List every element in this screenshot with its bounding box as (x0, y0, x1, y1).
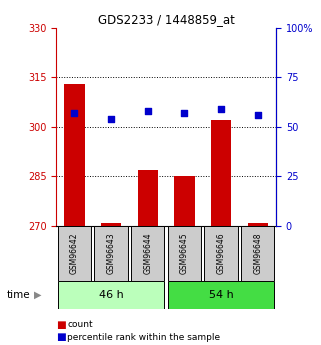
Point (182, 110, 187, 116)
Text: percentile rank within the sample: percentile rank within the sample (67, 333, 221, 342)
Bar (211, 120, 231, 226)
Bar (131, 226, 164, 281)
Text: GSM96648: GSM96648 (253, 233, 262, 274)
Point (72, 110, 77, 116)
Text: GSM96644: GSM96644 (143, 233, 152, 274)
Bar (58, 226, 91, 281)
Bar (248, 223, 268, 226)
Bar (138, 170, 158, 226)
Text: GSM96642: GSM96642 (70, 233, 79, 274)
Bar (168, 281, 274, 309)
Text: 46 h: 46 h (99, 290, 124, 300)
Text: ■: ■ (56, 333, 66, 342)
Text: ■: ■ (56, 320, 66, 330)
Point (108, 116, 114, 122)
Bar (101, 223, 121, 226)
Point (145, 108, 150, 114)
Bar (58, 281, 164, 309)
Point (255, 112, 260, 118)
Bar (65, 84, 84, 226)
Text: GSM96645: GSM96645 (180, 233, 189, 274)
Bar (241, 226, 274, 281)
Title: GDS2233 / 1448859_at: GDS2233 / 1448859_at (98, 13, 235, 27)
Text: GSM96646: GSM96646 (217, 233, 226, 274)
Text: GSM96643: GSM96643 (107, 233, 116, 274)
Bar (94, 226, 128, 281)
Text: count: count (67, 321, 93, 329)
Bar (168, 226, 201, 281)
Bar (204, 226, 238, 281)
Text: time: time (6, 290, 30, 300)
Point (219, 106, 224, 112)
Bar (174, 176, 195, 226)
Text: 54 h: 54 h (209, 290, 233, 300)
Text: ▶: ▶ (34, 290, 41, 300)
